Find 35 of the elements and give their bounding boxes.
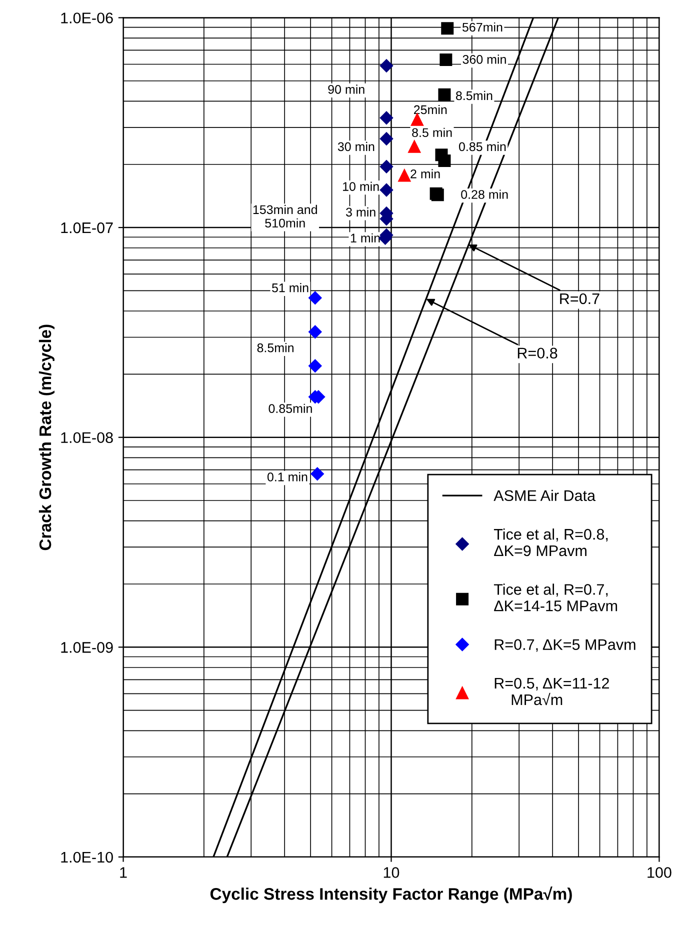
legend-label: R=0.5, ΔK=11-12 MPa√m (494, 678, 609, 706)
y-tick-label: 1.0E-10 (61, 852, 113, 863)
annotation: 0.28 min (461, 190, 508, 199)
legend-label: Tice et al, R=0.7, ΔK=14-15 MPavm (494, 584, 618, 612)
x-tick-label: 10 (384, 867, 400, 878)
annotation: 0.1 min (267, 472, 308, 482)
annotation: 0.85min (268, 404, 312, 413)
annotation: 8.5 min (412, 128, 452, 138)
annotation: 567min (462, 22, 502, 32)
annotation: R=0.7 (560, 293, 600, 304)
annotation: R=0.8 (518, 348, 558, 359)
x-axis-title: Cyclic Stress Intensity Factor Range (MPa√m) (210, 886, 572, 904)
annotation: 153min and 510min (253, 204, 317, 228)
annotation: 2 min (410, 169, 440, 178)
y-tick-label: 1.0E-07 (61, 222, 113, 234)
annotation: 360 min (462, 54, 506, 64)
y-tick-label: 1.0E-08 (61, 432, 113, 444)
annotation: 51 min (272, 283, 308, 292)
annotation: 10 min (343, 182, 379, 191)
annotation: 8.5min (257, 343, 294, 352)
x-tick-label: 1 (120, 867, 127, 878)
annotation: 1 min (350, 233, 380, 242)
annotation: 0.85 min (458, 142, 506, 152)
x-tick-label: 100 (648, 867, 672, 878)
y-axis-title: Crack Growth Rate (m/cycle) (38, 324, 54, 550)
y-tick-label: 1.0E-09 (61, 642, 113, 653)
y-tick-label: 1.0E-06 (61, 12, 113, 24)
annotation: 30 min (338, 142, 374, 152)
annotation: 8.5min (456, 90, 492, 100)
annotation: 25min (414, 104, 447, 114)
legend-label: ASME Air Data (494, 490, 596, 502)
legend-label: R=0.7, ΔK=5 MPavm (494, 639, 636, 652)
legend-label: Tice et al, R=0.8, ΔK=9 MPavm (494, 528, 608, 556)
annotation: 3 min (346, 207, 376, 217)
annotation: 90 min (328, 84, 364, 94)
